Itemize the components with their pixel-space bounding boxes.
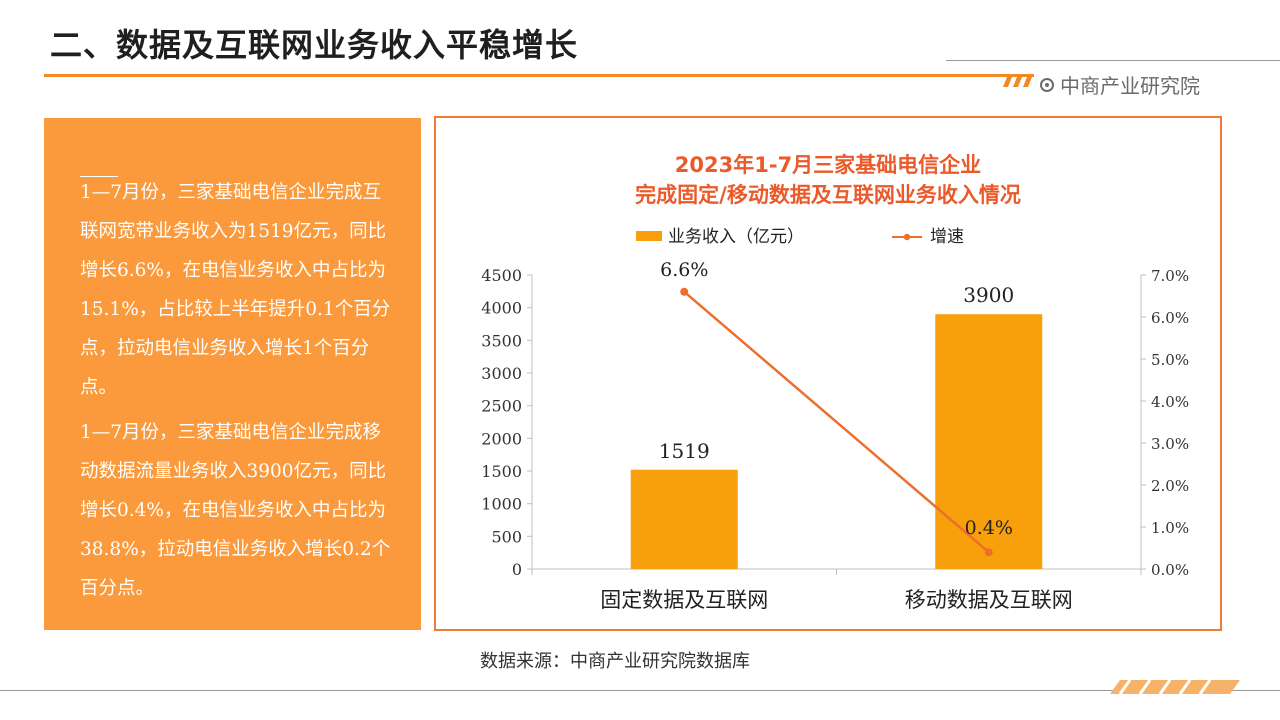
bottom-divider <box>0 690 1280 691</box>
y-left-tick-label: 4000 <box>481 299 522 318</box>
y-left-tick-label: 2000 <box>481 429 522 448</box>
growth-point <box>984 548 993 557</box>
legend-swatch-bar <box>636 231 662 241</box>
y-right-tick-label: 0.0% <box>1151 561 1189 579</box>
x-category-label: 移动数据及互联网 <box>905 588 1073 612</box>
chart-title-line: 2023年1-7月三家基础电信企业 <box>675 153 981 177</box>
bar-data-label: 1519 <box>659 439 710 463</box>
y-right-tick-label: 1.0% <box>1151 519 1189 537</box>
brand: 中商产业研究院 <box>1040 70 1200 99</box>
paragraph-broadband: 1—7月份，三家基础电信企业完成互联网宽带业务收入为1519亿元，同比增长6.6… <box>80 182 391 398</box>
bar <box>630 469 738 569</box>
bar <box>935 314 1043 569</box>
y-right-tick-label: 3.0% <box>1151 435 1189 453</box>
title-underline <box>44 74 1034 77</box>
y-right-tick-label: 2.0% <box>1151 477 1189 495</box>
chart-title-line: 完成固定/移动数据及互联网业务收入情况 <box>635 183 1021 207</box>
y-left-tick-label: 4500 <box>481 266 522 285</box>
y-right-tick-label: 7.0% <box>1151 267 1189 285</box>
growth-data-label: 0.4% <box>965 517 1013 539</box>
text-panel: 1—7月份，三家基础电信企业完成互联网宽带业务收入为1519亿元，同比增长6.6… <box>44 118 421 630</box>
data-source: 数据来源：中商产业研究院数据库 <box>480 651 750 672</box>
y-left-tick-label: 2500 <box>481 397 522 416</box>
stripe-decoration-icon <box>1110 680 1240 694</box>
target-icon <box>1040 77 1054 92</box>
y-left-tick-label: 3000 <box>481 364 522 383</box>
page-title: 二、数据及互联网业务收入平稳增长 <box>50 26 579 64</box>
legend-label-line: 增速 <box>930 227 964 247</box>
y-right-tick-label: 5.0% <box>1151 351 1189 369</box>
chart-frame: 2023年1-7月三家基础电信企业完成固定/移动数据及互联网业务收入情况业务收入… <box>434 116 1222 631</box>
growth-point <box>680 287 689 296</box>
y-left-tick-label: 1500 <box>481 462 522 481</box>
y-left-tick-label: 3500 <box>481 331 522 350</box>
chart: 2023年1-7月三家基础电信企业完成固定/移动数据及互联网业务收入情况业务收入… <box>481 153 1189 612</box>
paragraph-mobile: 1—7月份，三家基础电信企业完成移动数据流量业务收入3900亿元，同比增长0.4… <box>80 422 391 599</box>
legend-label-bar: 业务收入（亿元） <box>668 227 804 247</box>
legend-marker-line <box>903 233 911 241</box>
bar-data-label: 3900 <box>963 283 1014 307</box>
growth-line <box>683 290 990 554</box>
y-left-tick-label: 1000 <box>481 495 522 514</box>
slash-decoration-icon <box>1003 77 1032 87</box>
brand-name: 中商产业研究院 <box>1060 74 1200 98</box>
panel-dash <box>80 176 118 177</box>
growth-data-label: 6.6% <box>660 259 708 281</box>
y-right-tick-label: 4.0% <box>1151 393 1189 411</box>
y-right-tick-label: 6.0% <box>1151 309 1189 327</box>
y-left-tick-label: 500 <box>491 527 522 546</box>
y-left-tick-label: 0 <box>512 560 522 579</box>
header-divider <box>946 60 1280 61</box>
x-category-label: 固定数据及互联网 <box>600 588 768 612</box>
